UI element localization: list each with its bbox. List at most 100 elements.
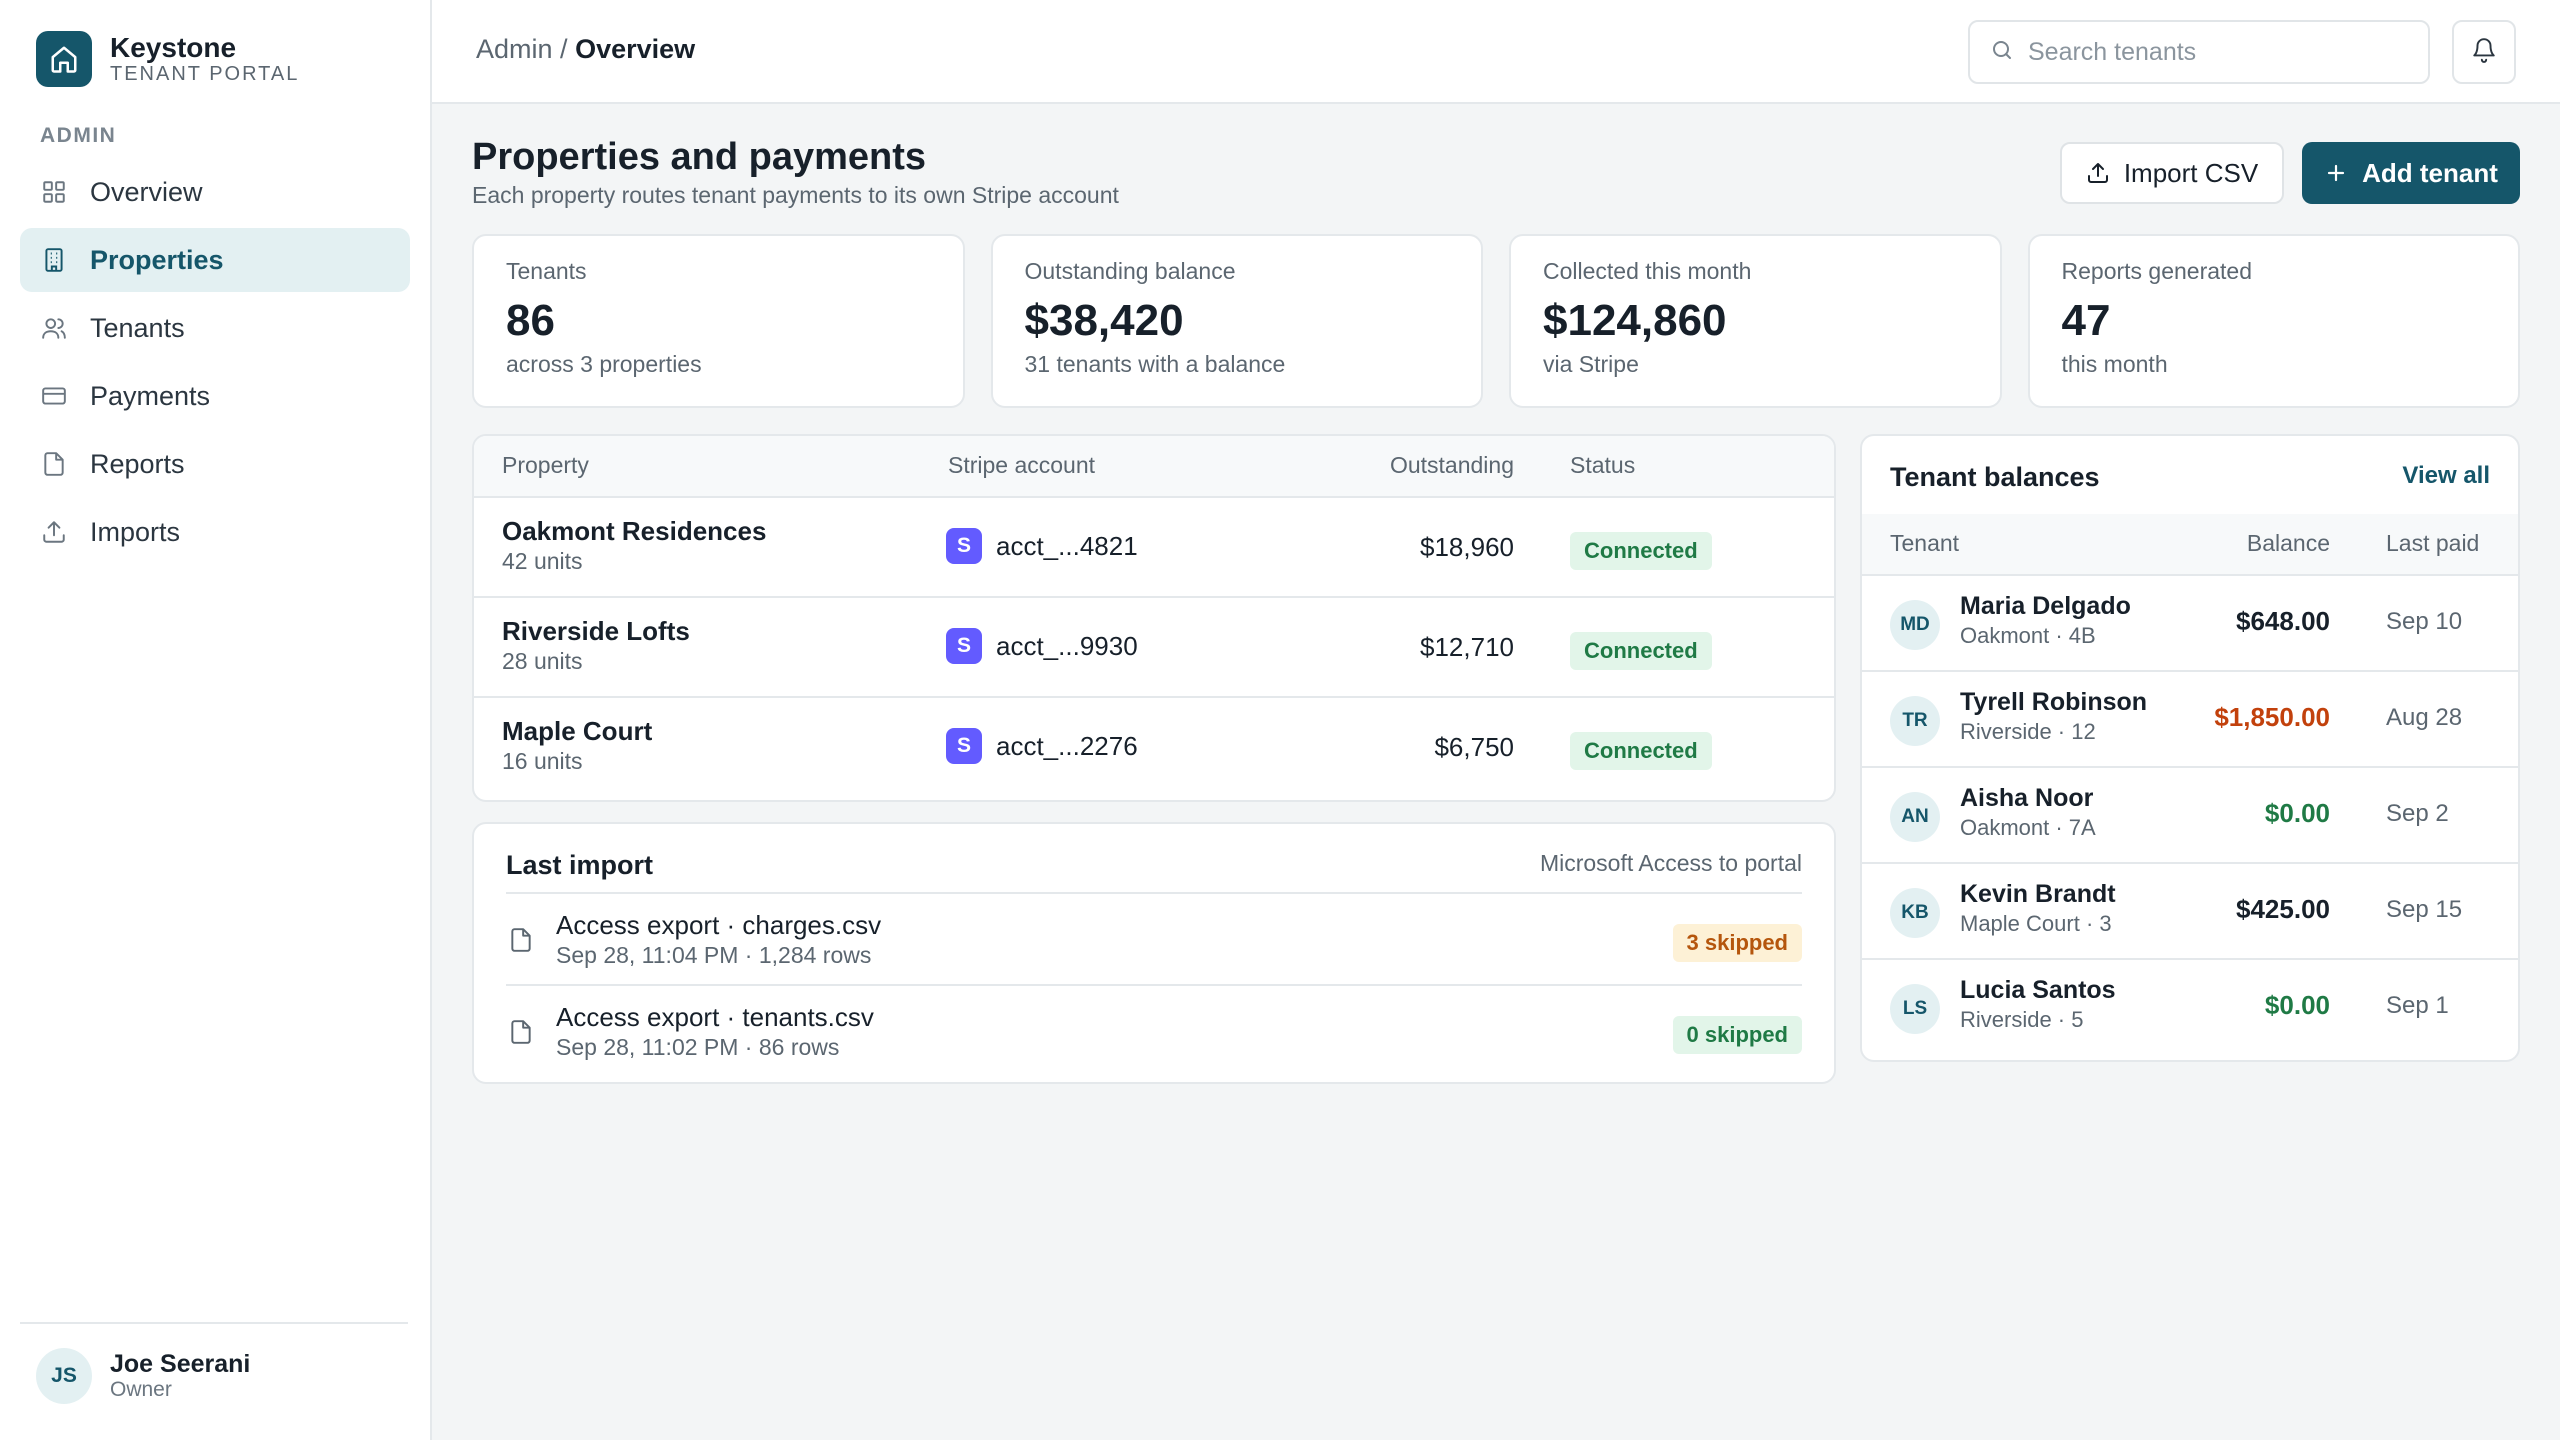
avatar: MD xyxy=(1890,600,1940,650)
table-row[interactable]: LS Lucia Santos Riverside · 5 $0.00 Sep … xyxy=(1862,960,2518,1056)
table-row[interactable]: Maple Court 16 units S acct_...2276 $6,7… xyxy=(474,698,1834,798)
avatar: KB xyxy=(1890,888,1940,938)
grid-icon xyxy=(40,178,68,206)
status-badge: Connected xyxy=(1570,532,1712,570)
stripe-account: S acct_...4821 xyxy=(946,528,1138,564)
sidebar-item-tenants[interactable]: Tenants xyxy=(20,296,410,360)
stat-label: Tenants xyxy=(506,258,587,284)
skipped-badge: 0 skipped xyxy=(1672,1016,1802,1054)
tenant-last-paid: Sep 1 xyxy=(2386,992,2449,1019)
table-row[interactable]: TR Tyrell Robinson Riverside · 12 $1,850… xyxy=(1862,672,2518,768)
stripe-account-id: acct_...2276 xyxy=(996,730,1138,761)
status-badge: Connected xyxy=(1570,732,1712,770)
sidebar-item-reports[interactable]: Reports xyxy=(20,432,410,496)
last-import-card: Last import Microsoft Access to portal A… xyxy=(472,822,1836,1084)
column-header-stripe: Stripe account xyxy=(948,452,1096,478)
sidebar-item-label: Properties xyxy=(90,244,224,275)
view-all-link[interactable]: View all xyxy=(2402,462,2490,489)
tenant-unit: Oakmont · 7A xyxy=(1960,815,2096,840)
table-row[interactable]: Riverside Lofts 28 units S acct_...9930 … xyxy=(474,598,1834,698)
tenant-balance-list: MD Maria Delgado Oakmont · 4B $648.00 Se… xyxy=(1862,576,2518,1056)
bell-icon xyxy=(2471,37,2497,68)
plus-icon xyxy=(2324,161,2348,185)
column-header-property: Property xyxy=(502,452,589,478)
tenant-balance: $0.00 xyxy=(2264,990,2330,1020)
tenant-unit: Maple Court · 3 xyxy=(1960,911,2112,936)
table-row[interactable]: AN Aisha Noor Oakmont · 7A $0.00 Sep 2 xyxy=(1862,768,2518,864)
add-tenant-button[interactable]: Add tenant xyxy=(2302,142,2520,204)
home-icon xyxy=(36,31,92,87)
sidebar: Keystone TENANT PORTAL ADMIN Overview Pr… xyxy=(0,0,432,1440)
table-row[interactable]: KB Kevin Brandt Maple Court · 3 $425.00 … xyxy=(1862,864,2518,960)
sidebar-item-overview[interactable]: Overview xyxy=(20,160,410,224)
import-file-meta: Sep 28, 11:02 PM · 86 rows xyxy=(556,1034,840,1060)
tenant-balances-card: Tenant balances View all Tenant Balance … xyxy=(1860,434,2520,1062)
sidebar-item-label: Payments xyxy=(90,380,211,411)
search-input[interactable] xyxy=(2028,37,2408,67)
stat-note: this month xyxy=(2061,351,2168,377)
stat-note: via Stripe xyxy=(1543,351,1639,377)
tenant-last-paid: Sep 10 xyxy=(2386,608,2463,635)
upload-icon xyxy=(2086,161,2110,185)
property-name: Riverside Lofts xyxy=(502,616,690,646)
stat-value: $124,860 xyxy=(1543,296,1727,345)
brand-subtitle: TENANT PORTAL xyxy=(110,63,300,85)
property-outstanding: $6,750 xyxy=(1434,732,1514,762)
tenant-name: Lucia Santos xyxy=(1960,976,2116,1004)
avatar: AN xyxy=(1890,792,1940,842)
breadcrumb-root[interactable]: Admin / xyxy=(476,34,568,64)
brand[interactable]: Keystone TENANT PORTAL xyxy=(36,31,299,87)
stripe-icon: S xyxy=(946,728,982,764)
stat-note: 31 tenants with a balance xyxy=(1024,351,1286,377)
import-file-name: Access export · tenants.csv xyxy=(556,1002,874,1032)
table-header: Property Stripe account Outstanding Stat… xyxy=(474,436,1834,498)
notifications-button[interactable] xyxy=(2452,20,2516,84)
property-outstanding: $18,960 xyxy=(1420,532,1514,562)
sidebar-item-label: Imports xyxy=(90,516,181,547)
file-icon xyxy=(40,450,68,478)
status-badge: Connected xyxy=(1570,632,1712,670)
search-icon xyxy=(1990,38,2014,67)
stat-card-collected: Collected this month $124,860 via Stripe xyxy=(1509,234,2002,408)
stripe-account-id: acct_...9930 xyxy=(996,630,1138,661)
property-outstanding: $12,710 xyxy=(1420,632,1514,662)
import-csv-button[interactable]: Import CSV xyxy=(2060,142,2284,204)
avatar: JS xyxy=(36,1348,92,1404)
avatar: TR xyxy=(1890,696,1940,746)
stat-value: $38,420 xyxy=(1024,296,1184,345)
stripe-icon: S xyxy=(946,628,982,664)
list-item[interactable]: Access export · tenants.csv Sep 28, 11:0… xyxy=(506,984,1802,1076)
skipped-badge: 3 skipped xyxy=(1672,924,1802,962)
tenant-balance: $648.00 xyxy=(2236,606,2330,636)
list-item[interactable]: Access export · charges.csv Sep 28, 11:0… xyxy=(506,892,1802,984)
page-title: Properties and payments xyxy=(472,136,927,178)
sidebar-item-payments[interactable]: Payments xyxy=(20,364,410,428)
stat-card-reports: Reports generated 47 this month xyxy=(2027,234,2520,408)
user-profile[interactable]: JS Joe Seerani Owner xyxy=(20,1322,408,1404)
stat-note: across 3 properties xyxy=(506,351,702,377)
property-units: 28 units xyxy=(502,648,583,674)
tenant-unit: Riverside · 5 xyxy=(1960,1007,2084,1032)
user-role: Owner xyxy=(110,1378,172,1401)
search-box[interactable] xyxy=(1968,20,2430,84)
column-header-tenant: Tenant xyxy=(1890,530,1960,556)
property-units: 42 units xyxy=(502,548,583,574)
user-name: Joe Seerani xyxy=(110,1350,251,1378)
table-row[interactable]: MD Maria Delgado Oakmont · 4B $648.00 Se… xyxy=(1862,576,2518,672)
sidebar-item-imports[interactable]: Imports xyxy=(20,500,410,564)
property-name: Oakmont Residences xyxy=(502,516,767,546)
import-file-meta: Sep 28, 11:04 PM · 1,284 rows xyxy=(556,942,872,968)
stat-card-tenants: Tenants 86 across 3 properties xyxy=(472,234,965,408)
import-list: Access export · charges.csv Sep 28, 11:0… xyxy=(506,892,1802,1076)
last-import-source: Microsoft Access to portal xyxy=(1539,850,1802,876)
stripe-account: S acct_...9930 xyxy=(946,628,1138,664)
tenant-last-paid: Aug 28 xyxy=(2386,704,2463,731)
sidebar-item-label: Reports xyxy=(90,448,185,479)
column-header-last-paid: Last paid xyxy=(2386,530,2480,556)
upload-icon xyxy=(40,518,68,546)
sidebar-item-properties[interactable]: Properties xyxy=(20,228,410,292)
breadcrumb-current: Overview xyxy=(575,34,696,64)
sidebar-item-label: Tenants xyxy=(90,312,185,343)
tenant-name: Aisha Noor xyxy=(1960,784,2094,812)
table-row[interactable]: Oakmont Residences 42 units S acct_...48… xyxy=(474,498,1834,598)
